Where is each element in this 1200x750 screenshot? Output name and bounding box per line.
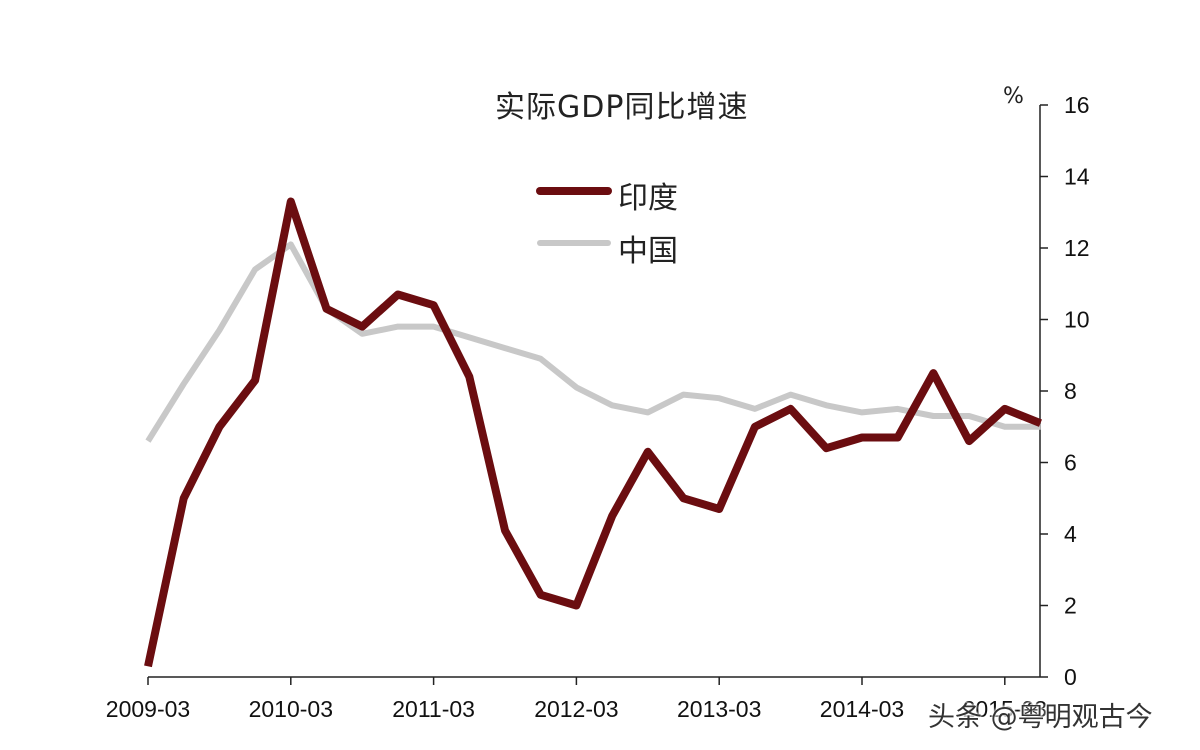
- y-tick-label: 8: [1064, 378, 1077, 404]
- y-tick-label: 14: [1064, 164, 1090, 190]
- series-line-india: [144, 197, 1042, 668]
- x-tick-label: 2010-03: [249, 696, 333, 722]
- x-tick-label: 2015-03: [963, 696, 1047, 722]
- y-axis-unit-label: %: [1003, 84, 1024, 109]
- y-tick-label: 4: [1064, 521, 1077, 547]
- watermark: 头条 @粤明观古今: [928, 702, 1153, 733]
- x-tick-label: 2014-03: [820, 696, 904, 722]
- y-tick-label: 0: [1064, 664, 1077, 690]
- chart-title: 实际GDP同比增速: [495, 90, 749, 125]
- y-tick-label: 6: [1064, 450, 1077, 476]
- legend-label-china: 中国: [618, 234, 678, 269]
- legend-label-india: 印度: [618, 181, 678, 216]
- x-tick-label: 2013-03: [677, 696, 761, 722]
- x-tick-label: 2012-03: [534, 696, 618, 722]
- y-tick-label: 16: [1064, 92, 1090, 118]
- chart-axes: 0 2 4 6 8 10 12 14 16 2009-03 2010-03 2011-03 2012-0…: [106, 92, 1090, 722]
- y-tick-label: 12: [1064, 235, 1090, 261]
- series-layer: [144, 187, 1042, 668]
- x-tick-label: 2011-03: [392, 696, 475, 722]
- series-line-china: [145, 241, 1041, 443]
- y-tick-label: 2: [1064, 593, 1077, 619]
- x-tick-label: 2009-03: [106, 696, 190, 722]
- y-tick-label: 10: [1064, 307, 1090, 333]
